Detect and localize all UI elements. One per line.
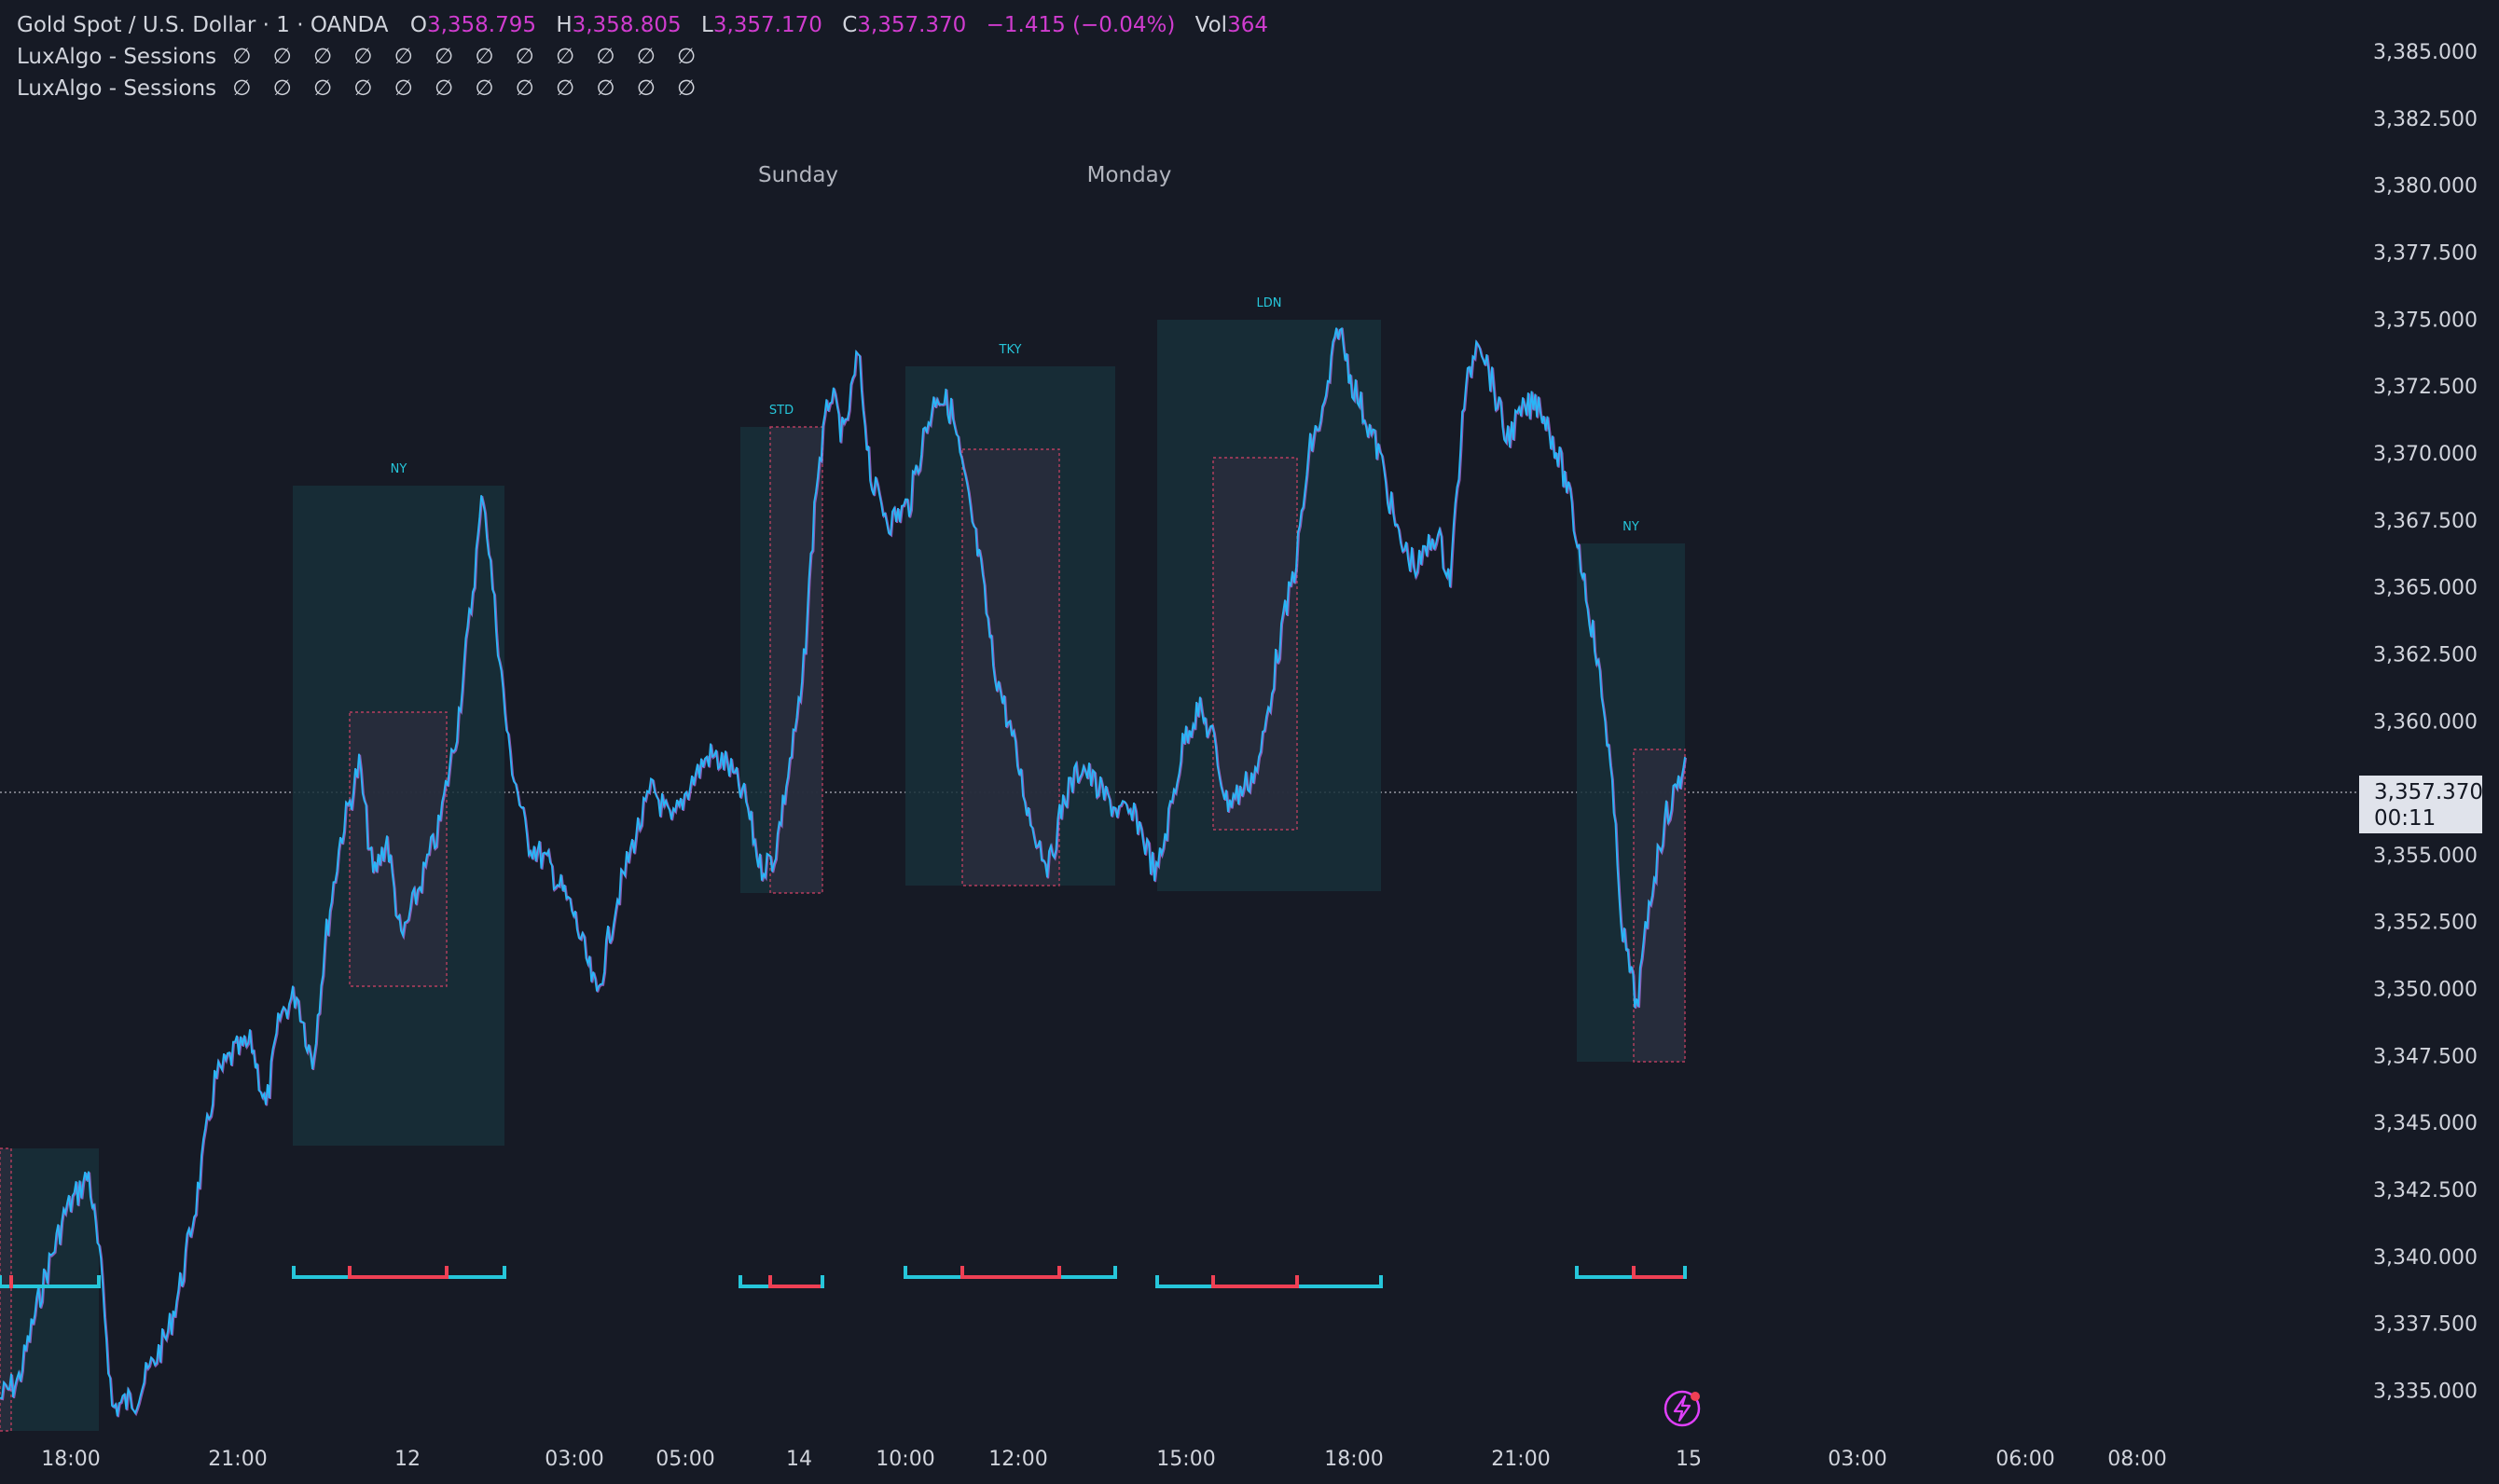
- session-label: LDN: [1257, 296, 1282, 310]
- price-tick-label: 3,382.500: [2373, 108, 2478, 131]
- open-label: O: [409, 13, 427, 37]
- time-tick-label: 12:00: [988, 1448, 1047, 1471]
- time-tick-label: 03:00: [1828, 1448, 1886, 1471]
- time-tick-label: 18:00: [1324, 1448, 1383, 1471]
- indicator-values: ∅ ∅ ∅ ∅ ∅ ∅ ∅ ∅ ∅ ∅ ∅ ∅: [232, 76, 704, 101]
- price-tick-label: 3,367.500: [2373, 510, 2478, 533]
- price-tick-label: 3,350.000: [2373, 979, 2478, 1002]
- session-label: NY: [1622, 520, 1639, 534]
- bar-countdown: 00:11: [2374, 806, 2437, 831]
- session-brackets: [0, 1266, 1687, 1288]
- session-range-box: [961, 448, 1060, 886]
- price-tick-label: 3,385.000: [2373, 41, 2478, 64]
- price-tick-label: 3,360.000: [2373, 710, 2478, 734]
- ohlc-row[interactable]: Gold Spot / U.S. Dollar · 1 · OANDA O3,3…: [17, 9, 1268, 41]
- day-labels: Sunday Monday: [758, 163, 1171, 187]
- symbol-title[interactable]: Gold Spot / U.S. Dollar · 1 · OANDA: [17, 13, 389, 37]
- high-value: 3,358.805: [572, 13, 682, 37]
- time-tick-label: 10:00: [876, 1448, 934, 1471]
- change-value: −1.415 (−0.04%): [986, 13, 1176, 37]
- indicator-name[interactable]: LuxAlgo - Sessions: [17, 45, 217, 69]
- indicator-row[interactable]: LuxAlgo - Sessions ∅ ∅ ∅ ∅ ∅ ∅ ∅ ∅ ∅ ∅ ∅…: [17, 73, 1268, 104]
- time-tick-label: 21:00: [208, 1448, 267, 1471]
- price-tick-label: 3,375.000: [2373, 309, 2478, 332]
- time-tick-label: 06:00: [1995, 1448, 2054, 1471]
- indicator-row[interactable]: LuxAlgo - Sessions ∅ ∅ ∅ ∅ ∅ ∅ ∅ ∅ ∅ ∅ ∅…: [17, 41, 1268, 73]
- current-price-value: 3,357.370: [2374, 780, 2484, 804]
- day-label: Monday: [1087, 163, 1172, 187]
- open-value: 3,358.795: [426, 13, 536, 37]
- chart-legend: Gold Spot / U.S. Dollar · 1 · OANDA O3,3…: [17, 9, 1268, 104]
- price-series: [0, 326, 1688, 1418]
- time-tick-label: 03:00: [545, 1448, 603, 1471]
- time-tick-label: 15:00: [1156, 1448, 1215, 1471]
- time-tick-label: 14: [786, 1448, 812, 1471]
- price-tick-label: 3,335.000: [2373, 1381, 2478, 1404]
- price-tick-label: 3,347.500: [2373, 1045, 2478, 1068]
- time-tick-label: 15: [1676, 1448, 1702, 1471]
- time-tick-label: 08:00: [2107, 1448, 2166, 1471]
- indicator-name[interactable]: LuxAlgo - Sessions: [17, 76, 217, 101]
- session-range-box: [1633, 749, 1686, 1063]
- price-tick-label: 3,380.000: [2373, 175, 2478, 199]
- session-label: STD: [769, 404, 794, 418]
- current-price-label: 3,357.370 00:11: [2359, 776, 2484, 833]
- session-label: TKY: [999, 343, 1022, 357]
- price-tick-label: 3,337.500: [2373, 1313, 2478, 1337]
- volume-value: 364: [1227, 13, 1268, 37]
- close-label: C: [842, 13, 858, 37]
- session-range-box: [349, 711, 448, 987]
- price-tick-label: 3,345.000: [2373, 1112, 2478, 1135]
- price-tick-label: 3,340.000: [2373, 1246, 2478, 1270]
- volume-label: Vol: [1194, 13, 1228, 37]
- low-label: L: [700, 13, 713, 37]
- price-tick-label: 3,352.500: [2373, 912, 2478, 935]
- price-tick-label: 3,365.000: [2373, 577, 2478, 600]
- close-value: 3,357.370: [857, 13, 967, 37]
- price-tick-label: 3,370.000: [2373, 443, 2478, 466]
- session-range-box: [0, 1147, 12, 1432]
- lightning-alert-icon[interactable]: [1663, 1389, 1702, 1428]
- price-tick-label: 3,377.500: [2373, 241, 2478, 265]
- time-tick-label: 18:00: [41, 1448, 100, 1471]
- price-tick-label: 3,342.500: [2373, 1179, 2478, 1202]
- low-value: 3,357.170: [712, 13, 822, 37]
- time-tick-label: 21:00: [1491, 1448, 1550, 1471]
- day-label: Sunday: [758, 163, 838, 187]
- indicator-values: ∅ ∅ ∅ ∅ ∅ ∅ ∅ ∅ ∅ ∅ ∅ ∅: [232, 45, 704, 69]
- price-tick-label: 3,372.500: [2373, 376, 2478, 399]
- price-line-shadow: [0, 327, 1688, 1418]
- session-label: NY: [391, 462, 407, 476]
- price-tick-label: 3,355.000: [2373, 845, 2478, 868]
- price-tick-label: 3,362.500: [2373, 643, 2478, 666]
- price-line: [0, 326, 1686, 1417]
- time-axis[interactable]: 18:00 21:00 12 03:00 05:00 14 10:00 12:00 15:00 1…: [41, 1448, 2166, 1471]
- time-tick-label: 12: [394, 1448, 421, 1471]
- time-tick-label: 05:00: [656, 1448, 714, 1471]
- session-boxes: NY STD TKY LDN NY: [0, 296, 1686, 1432]
- price-axis[interactable]: 3,385.000 3,382.500 3,380.000 3,377.500 3,37…: [2373, 41, 2478, 1404]
- high-label: H: [556, 13, 573, 37]
